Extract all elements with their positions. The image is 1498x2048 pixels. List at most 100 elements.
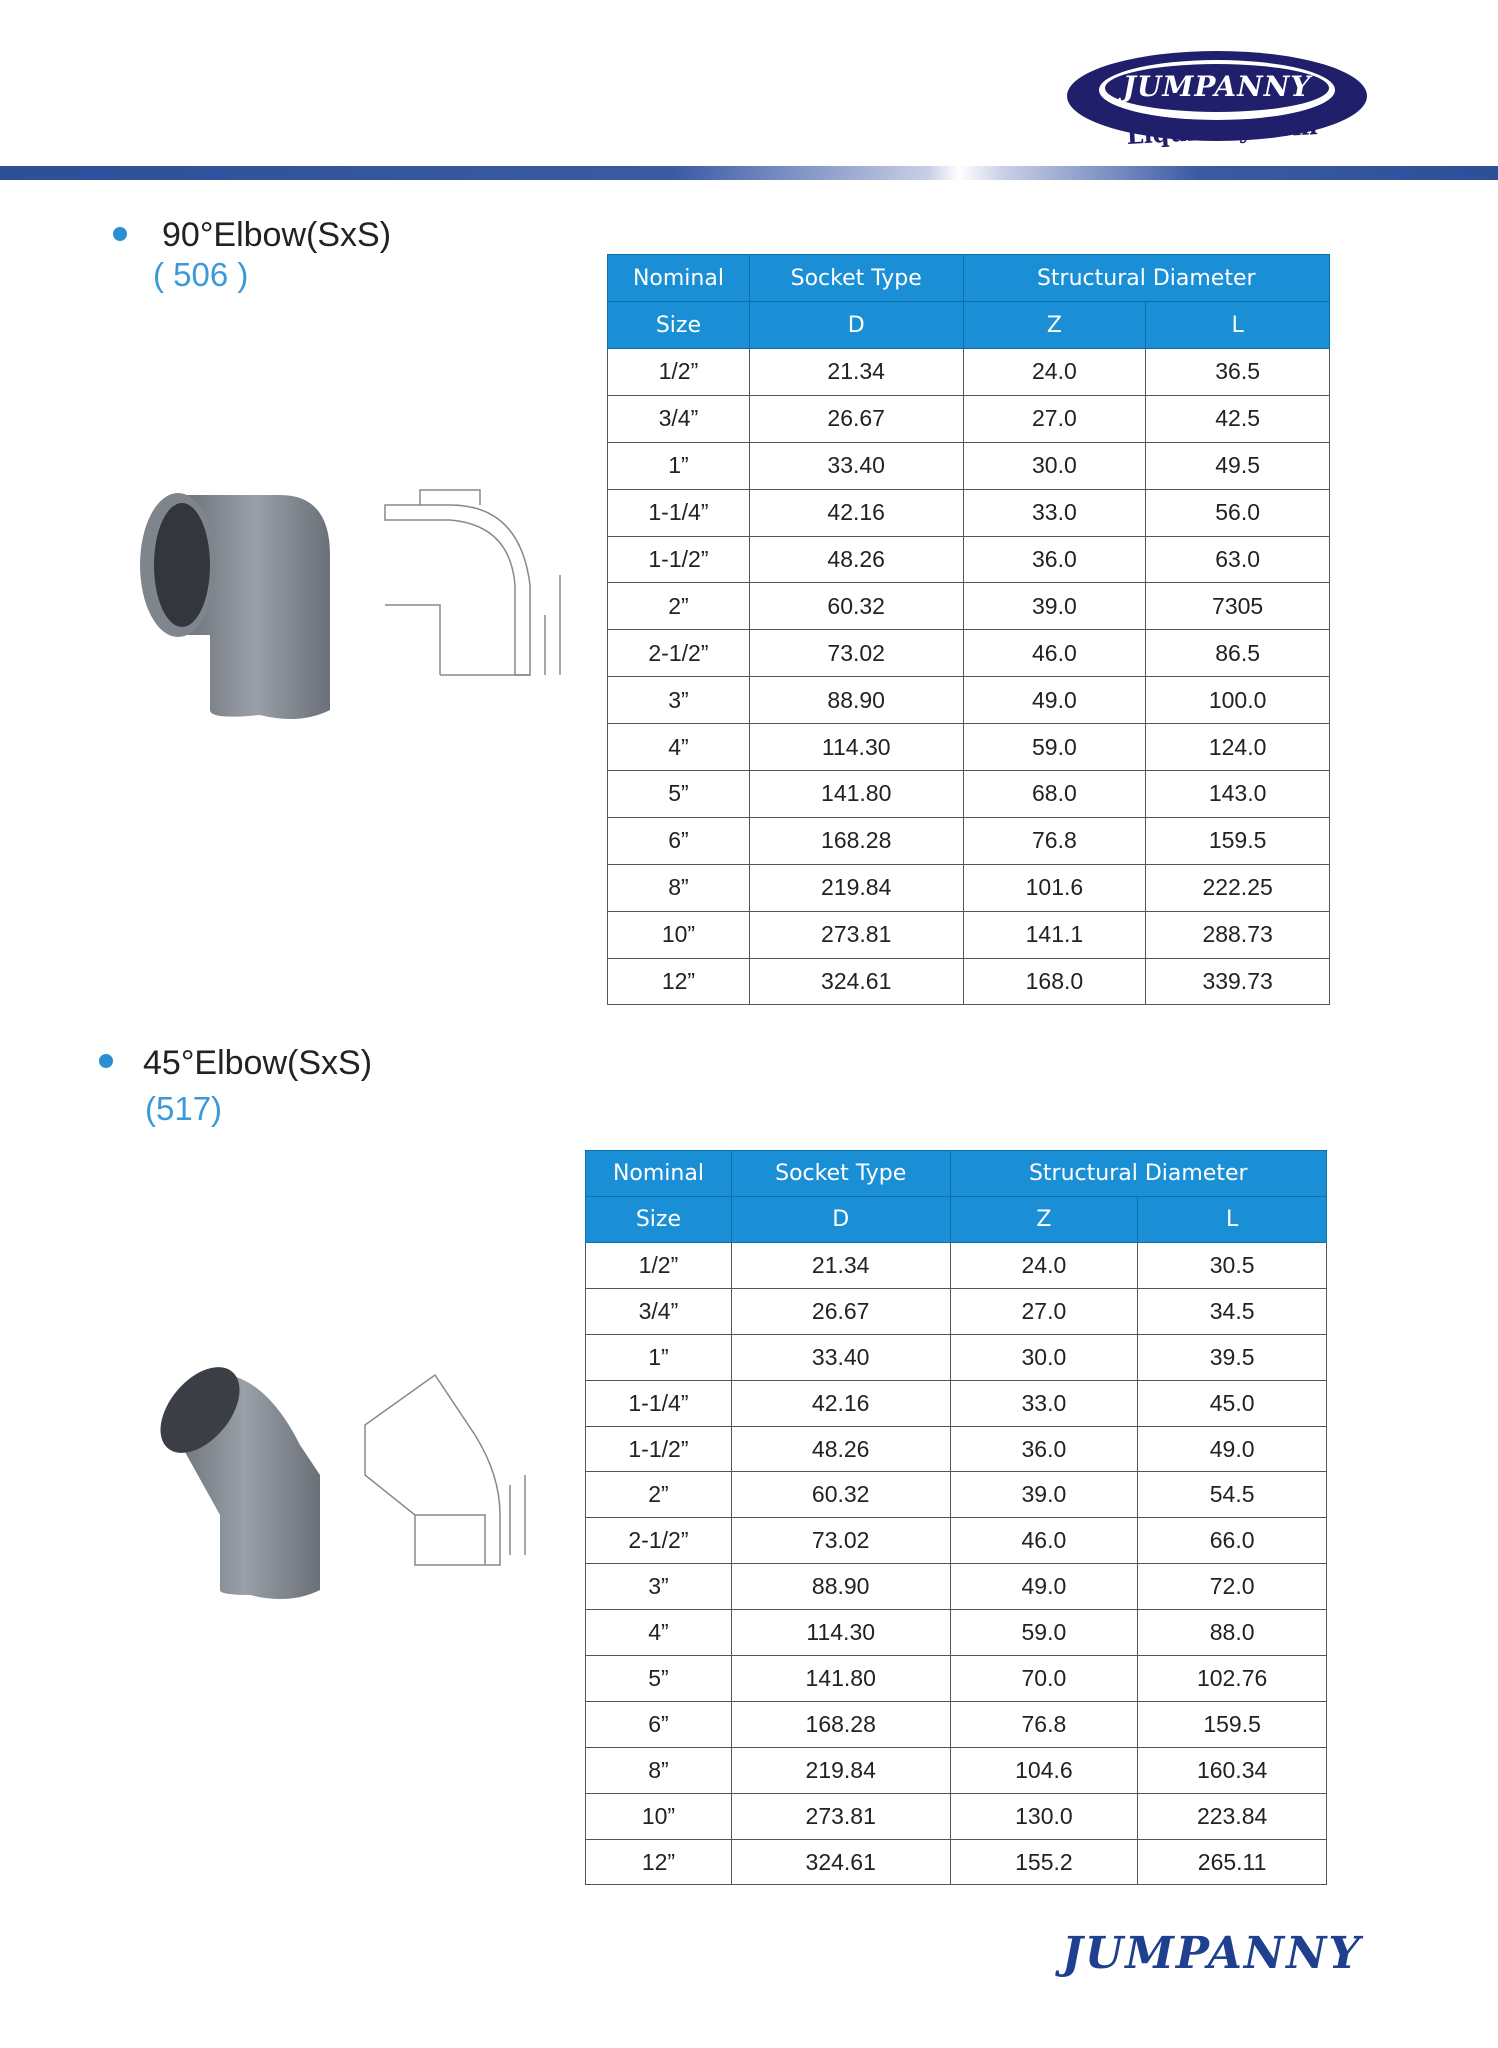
cell-size: 3/4” bbox=[585, 1287, 732, 1335]
cell-z: 39.0 bbox=[949, 1471, 1139, 1519]
cell-d: 33.40 bbox=[748, 441, 964, 490]
cell-size: 1-1/2” bbox=[607, 535, 750, 584]
cell-l: 30.5 bbox=[1137, 1242, 1327, 1289]
section-title: 90°Elbow(SxS) bbox=[162, 216, 392, 254]
table-row: 1” 33.40 30.0 49.5 bbox=[607, 441, 1330, 490]
table-row: 4” 114.30 59.0 124.0 bbox=[607, 723, 1330, 772]
header-z: Z bbox=[949, 1196, 1139, 1243]
cell-size: 12” bbox=[607, 957, 750, 1006]
cell-z: 24.0 bbox=[962, 348, 1147, 396]
cell-l: 7305 bbox=[1145, 582, 1330, 631]
table-row: 4” 114.30 59.0 88.0 bbox=[585, 1609, 1327, 1657]
header-size: Size bbox=[585, 1196, 732, 1243]
cell-l: 265.11 bbox=[1137, 1838, 1327, 1886]
cell-d: 324.61 bbox=[730, 1838, 951, 1886]
cell-d: 219.84 bbox=[730, 1746, 951, 1794]
cell-size: 1” bbox=[607, 441, 750, 490]
elbow-90-icon bbox=[140, 489, 561, 719]
cell-d: 60.32 bbox=[730, 1471, 951, 1519]
cell-z: 59.0 bbox=[962, 723, 1147, 772]
header-structural-diameter: Structural Diameter bbox=[949, 1150, 1328, 1197]
cell-l: 124.0 bbox=[1145, 723, 1330, 772]
elbow-45-icon bbox=[160, 1367, 526, 1599]
cell-l: 45.0 bbox=[1137, 1379, 1327, 1427]
table-row: 1/2” 21.34 24.0 30.5 bbox=[585, 1242, 1327, 1289]
cell-size: 1-1/4” bbox=[585, 1379, 732, 1427]
table-row: 5” 141.80 68.0 143.0 bbox=[607, 770, 1330, 818]
cell-l: 102.76 bbox=[1137, 1655, 1327, 1702]
cell-z: 27.0 bbox=[962, 394, 1147, 443]
header-l: L bbox=[1137, 1196, 1327, 1243]
cell-d: 141.80 bbox=[748, 770, 964, 818]
cell-z: 39.0 bbox=[962, 582, 1147, 631]
table-row: 12” 324.61 168.0 339.73 bbox=[607, 957, 1330, 1006]
cell-d: 114.30 bbox=[730, 1609, 951, 1657]
cell-z: 155.2 bbox=[949, 1838, 1139, 1886]
cell-l: 54.5 bbox=[1137, 1471, 1327, 1519]
cell-z: 130.0 bbox=[949, 1792, 1139, 1840]
cell-size: 4” bbox=[585, 1609, 732, 1657]
header-l: L bbox=[1145, 301, 1330, 349]
cell-z: 76.8 bbox=[962, 816, 1147, 865]
header-nominal: Nominal bbox=[607, 254, 750, 302]
cell-size: 10” bbox=[585, 1792, 732, 1840]
cell-size: 8” bbox=[585, 1746, 732, 1794]
cell-size: 2” bbox=[585, 1471, 732, 1519]
header-socket-type: Socket Type bbox=[748, 254, 964, 302]
cell-l: 159.5 bbox=[1137, 1700, 1327, 1748]
header-row: Size D Z L bbox=[585, 1196, 1327, 1243]
cell-d: 273.81 bbox=[748, 910, 964, 959]
brand-logo: JUMPANNY Liquid System bbox=[1062, 48, 1372, 158]
cell-l: 39.5 bbox=[1137, 1333, 1327, 1381]
bullet-icon bbox=[99, 1054, 113, 1068]
cell-z: 30.0 bbox=[962, 441, 1147, 490]
cell-l: 72.0 bbox=[1137, 1563, 1327, 1611]
cell-z: 104.6 bbox=[949, 1746, 1139, 1794]
cell-d: 33.40 bbox=[730, 1333, 951, 1381]
cell-d: 168.28 bbox=[730, 1700, 951, 1748]
cell-z: 59.0 bbox=[949, 1609, 1139, 1657]
cell-z: 76.8 bbox=[949, 1700, 1139, 1748]
cell-d: 26.67 bbox=[748, 394, 964, 443]
cell-size: 12” bbox=[585, 1838, 732, 1886]
cell-d: 21.34 bbox=[748, 348, 964, 396]
cell-z: 46.0 bbox=[962, 629, 1147, 678]
cell-z: 49.0 bbox=[962, 676, 1147, 725]
table-row: 1-1/2” 48.26 36.0 49.0 bbox=[585, 1425, 1327, 1473]
header-nominal: Nominal bbox=[585, 1150, 732, 1197]
table-row: 12” 324.61 155.2 265.11 bbox=[585, 1838, 1327, 1886]
cell-size: 1-1/4” bbox=[607, 488, 750, 537]
cell-l: 222.25 bbox=[1145, 863, 1330, 912]
cell-size: 2-1/2” bbox=[585, 1517, 732, 1565]
cell-z: 33.0 bbox=[949, 1379, 1139, 1427]
header-structural-diameter: Structural Diameter bbox=[962, 254, 1331, 302]
cell-d: 88.90 bbox=[730, 1563, 951, 1611]
section-title: 45°Elbow(SxS) bbox=[143, 1044, 373, 1082]
table-row: 3/4” 26.67 27.0 34.5 bbox=[585, 1287, 1327, 1335]
table-row: 1-1/4” 42.16 33.0 56.0 bbox=[607, 488, 1330, 537]
cell-l: 36.5 bbox=[1145, 348, 1330, 396]
cell-d: 88.90 bbox=[748, 676, 964, 725]
table-row: 6” 168.28 76.8 159.5 bbox=[585, 1700, 1327, 1748]
cell-size: 3” bbox=[585, 1563, 732, 1611]
header-stripe bbox=[0, 166, 1498, 180]
table-row: 2” 60.32 39.0 7305 bbox=[607, 582, 1330, 631]
cell-d: 42.16 bbox=[730, 1379, 951, 1427]
cell-z: 46.0 bbox=[949, 1517, 1139, 1565]
product-code: (517) bbox=[145, 1090, 223, 1127]
header-row: Nominal Socket Type Structural Diameter bbox=[585, 1150, 1328, 1197]
cell-l: 339.73 bbox=[1145, 957, 1330, 1006]
cell-z: 33.0 bbox=[962, 488, 1147, 537]
cell-l: 49.5 bbox=[1145, 441, 1330, 490]
spec-table-45: Nominal Socket Type Structural Diameter Siz… bbox=[585, 1150, 1328, 1886]
cell-z: 141.1 bbox=[962, 910, 1147, 959]
cell-size: 4” bbox=[607, 723, 750, 772]
cell-l: 100.0 bbox=[1145, 676, 1330, 725]
table-row: 5” 141.80 70.0 102.76 bbox=[585, 1655, 1327, 1702]
cell-d: 168.28 bbox=[748, 816, 964, 865]
cell-z: 68.0 bbox=[962, 770, 1147, 818]
cell-l: 288.73 bbox=[1145, 910, 1330, 959]
cell-size: 1/2” bbox=[607, 348, 750, 396]
cell-d: 21.34 bbox=[730, 1242, 951, 1289]
cell-l: 63.0 bbox=[1145, 535, 1330, 584]
